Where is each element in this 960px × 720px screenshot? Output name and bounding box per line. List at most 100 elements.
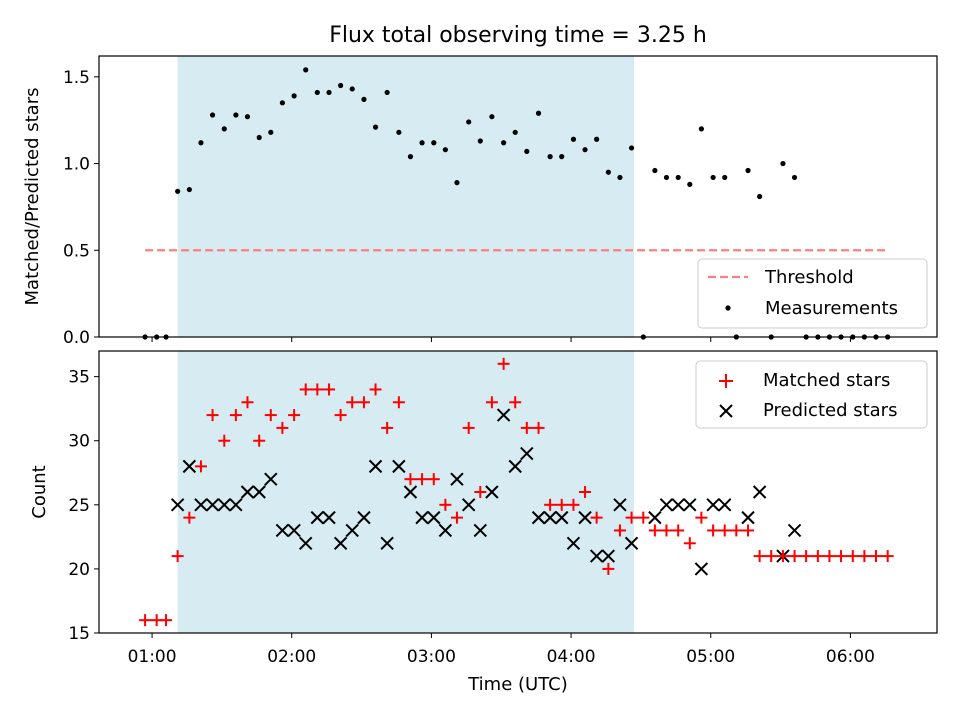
matched-star-point bbox=[392, 396, 405, 409]
matched-star-point bbox=[276, 421, 289, 434]
ratio-panel-y-ticks: 0.0 0.5 1.0 1.5 bbox=[63, 68, 99, 348]
matched-star-point bbox=[218, 434, 231, 447]
chart-title: Flux total observing time = 3.25 h bbox=[329, 23, 707, 48]
measurement-point bbox=[175, 188, 181, 194]
counts-legend-matched-label: Matched stars bbox=[763, 370, 890, 391]
matched-star-point bbox=[357, 396, 370, 409]
matched-star-point bbox=[241, 396, 254, 409]
measurement-point bbox=[617, 174, 623, 181]
measurement-point bbox=[454, 180, 460, 186]
predicted-star-point bbox=[287, 523, 301, 538]
matched-star-point bbox=[800, 550, 813, 563]
ratio-panel-marks bbox=[142, 67, 891, 340]
ratio-panel-shaded-span bbox=[177, 56, 634, 337]
matched-star-point bbox=[264, 409, 277, 422]
predicted-star-point bbox=[450, 472, 464, 486]
matched-star-point bbox=[404, 473, 417, 486]
measurement-point bbox=[268, 129, 274, 135]
counts-legend: Matched stars Predicted stars bbox=[695, 360, 928, 429]
predicted-star-point bbox=[659, 498, 674, 512]
predicted-star-point bbox=[496, 408, 511, 422]
matched-star-point bbox=[858, 550, 871, 563]
counts-panel-y-label: Count bbox=[29, 465, 50, 518]
ratio-y-tick-label: 0.0 bbox=[63, 328, 90, 348]
matched-star-point bbox=[311, 383, 324, 396]
predicted-star-point bbox=[589, 549, 604, 563]
measurement-point bbox=[652, 167, 658, 174]
measurement-point bbox=[512, 129, 518, 135]
time-x-tick-label: 05:00 bbox=[686, 647, 735, 667]
matched-star-point bbox=[718, 524, 731, 537]
predicted-star-point bbox=[380, 536, 394, 550]
matched-star-point bbox=[299, 383, 312, 396]
counts-panel-marks bbox=[139, 357, 894, 627]
measurement-point bbox=[442, 147, 448, 153]
measurement-point bbox=[524, 148, 530, 155]
count-y-tick-label: 20 bbox=[68, 560, 90, 580]
measurement-point bbox=[791, 174, 798, 181]
measurement-point bbox=[780, 160, 786, 167]
matched-star-point bbox=[555, 498, 568, 511]
measurement-point bbox=[361, 96, 367, 102]
matched-star-point bbox=[695, 511, 708, 524]
measurement-point bbox=[605, 169, 611, 175]
measurement-point bbox=[570, 136, 577, 142]
predicted-star-point bbox=[671, 498, 685, 512]
counts-legend-predicted-label: Predicted stars bbox=[763, 400, 897, 421]
matched-star-point bbox=[742, 524, 755, 537]
predicted-star-point bbox=[473, 523, 487, 538]
predicted-star-point bbox=[648, 510, 662, 525]
matched-star-point bbox=[869, 550, 882, 563]
matched-star-point bbox=[881, 550, 894, 563]
measurement-point bbox=[407, 154, 414, 160]
predicted-star-point bbox=[345, 523, 359, 538]
ratio-legend-measurements-swatch bbox=[725, 305, 731, 311]
predicted-star-point bbox=[415, 510, 429, 525]
measurement-point bbox=[582, 147, 588, 153]
count-y-tick-label: 30 bbox=[68, 432, 90, 452]
matched-star-point bbox=[160, 614, 173, 627]
predicted-star-point bbox=[170, 498, 185, 512]
measurement-point bbox=[244, 114, 251, 120]
predicted-star-point bbox=[694, 562, 709, 576]
measurement-point bbox=[628, 145, 635, 151]
matched-star-point bbox=[602, 562, 615, 575]
measurement-point bbox=[326, 89, 332, 96]
matched-star-point bbox=[194, 460, 207, 473]
matched-star-point bbox=[765, 550, 778, 563]
ratio-y-tick-label: 0.5 bbox=[63, 241, 90, 261]
predicted-star-point bbox=[717, 498, 732, 512]
predicted-star-point bbox=[531, 510, 546, 525]
measurement-point bbox=[745, 167, 751, 174]
matched-star-point bbox=[672, 524, 685, 537]
predicted-star-point bbox=[461, 498, 476, 512]
predicted-star-point bbox=[357, 510, 371, 525]
time-x-tick-label: 04:00 bbox=[547, 647, 596, 667]
predicted-star-point bbox=[275, 523, 290, 538]
matched-star-point bbox=[683, 537, 696, 550]
predicted-star-point bbox=[322, 510, 336, 525]
matched-star-point bbox=[532, 421, 545, 434]
matched-star-point bbox=[381, 421, 394, 434]
matched-star-point bbox=[788, 550, 801, 563]
matched-star-point bbox=[776, 550, 789, 563]
counts-panel-x-ticks: 01:00 02:00 03:00 04:00 05:00 06:00 bbox=[128, 633, 875, 667]
predicted-star-point bbox=[578, 510, 592, 525]
matched-star-point bbox=[846, 550, 859, 563]
ratio-panel-frame bbox=[98, 55, 938, 338]
counts-legend-predicted-swatch bbox=[719, 404, 733, 418]
measurement-point bbox=[349, 86, 355, 92]
counts-panel: 15 20 25 30 35 01:00 02:00 03:00 04:00 05:00 06:0… bbox=[29, 350, 938, 695]
measurement-point bbox=[198, 140, 204, 146]
matched-star-point bbox=[450, 511, 463, 524]
predicted-star-point bbox=[229, 498, 243, 512]
predicted-star-point bbox=[252, 485, 266, 499]
measurement-point bbox=[535, 110, 542, 116]
matched-star-point bbox=[346, 396, 359, 409]
measurement-point bbox=[698, 126, 704, 132]
matched-star-point bbox=[707, 524, 720, 537]
matched-star-point bbox=[544, 498, 557, 511]
predicted-star-point bbox=[392, 459, 406, 474]
matched-star-point bbox=[497, 357, 510, 370]
